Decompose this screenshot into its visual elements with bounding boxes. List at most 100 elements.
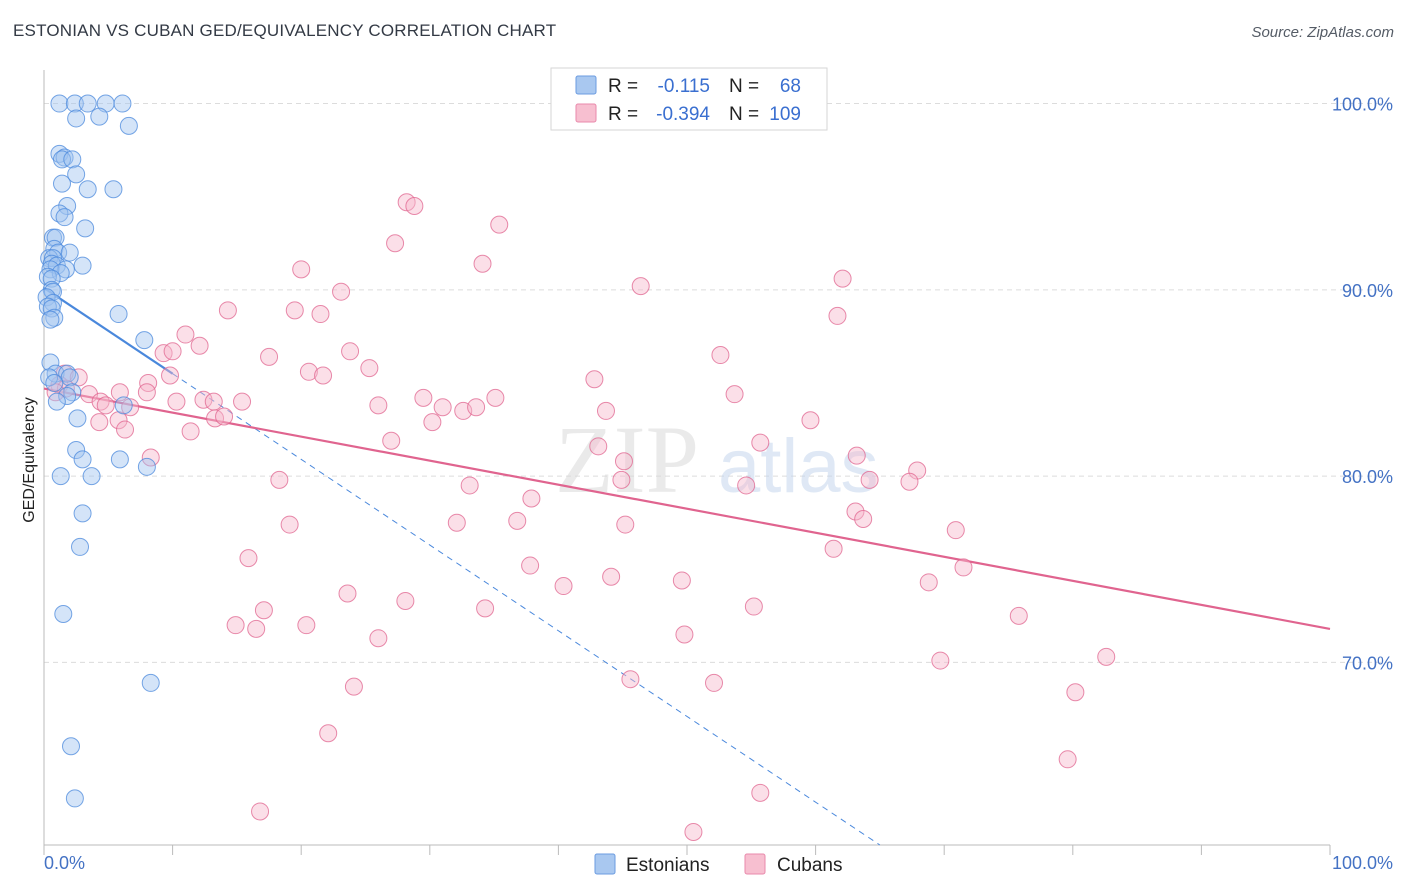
cuban-point <box>585 370 604 389</box>
estonian-point <box>51 467 70 486</box>
estonian-point <box>67 109 86 128</box>
cuban-point <box>751 433 770 452</box>
cuban-point <box>1058 750 1077 769</box>
cuban-point <box>1066 683 1085 702</box>
estonian-point <box>67 165 86 184</box>
cuban-point <box>621 670 640 689</box>
cuban-point <box>405 196 424 215</box>
cuban-trend-line <box>43 387 1331 630</box>
cuban-point <box>828 306 847 325</box>
legend-r-value-1: -0.115 <box>658 76 710 97</box>
cuban-point <box>744 597 763 616</box>
cuban-point <box>711 346 730 365</box>
estonian-point <box>110 450 129 469</box>
estonian-point <box>47 392 66 411</box>
legend-r-label-2: R = <box>608 104 638 125</box>
watermark: ZIP atlas <box>555 406 879 513</box>
legend-box <box>550 67 828 131</box>
cuban-point <box>233 392 252 411</box>
cuban-point <box>672 571 691 590</box>
cuban-point <box>167 392 186 411</box>
estonian-point <box>41 353 60 372</box>
cuban-point <box>386 234 405 253</box>
cuban-point <box>846 502 865 521</box>
cuban-point <box>314 366 333 385</box>
cuban-point <box>204 392 223 411</box>
estonian-trend-line <box>43 287 174 375</box>
cuban-point <box>332 282 351 301</box>
estonian-point <box>113 94 132 113</box>
cuban-point <box>614 452 633 471</box>
estonian-point <box>58 196 77 215</box>
legend-r-label-1: R = <box>608 76 638 97</box>
estonian-point <box>76 219 95 238</box>
estonian-point <box>73 504 92 523</box>
cuban-point <box>239 549 258 568</box>
estonian-point <box>40 368 59 387</box>
cuban-point <box>137 383 156 402</box>
y-tick-labels: 100.0% 90.0% 80.0% 70.0% <box>1332 95 1393 674</box>
bottom-legend-swatch-cubans <box>744 853 766 875</box>
cuban-point <box>631 277 650 296</box>
cuban-point <box>467 398 486 417</box>
estonian-point <box>55 208 74 227</box>
cuban-point <box>508 511 527 530</box>
cuban-point <box>433 398 452 417</box>
cuban-point <box>270 470 289 489</box>
cuban-point <box>297 616 316 635</box>
cuban-point <box>69 368 88 387</box>
cuban-point <box>737 476 756 495</box>
estonian-point <box>73 256 92 275</box>
legend-n-value-1: 68 <box>780 76 801 97</box>
estonian-point <box>78 180 97 199</box>
cuban-point <box>247 619 266 638</box>
cuban-point <box>521 556 540 575</box>
cuban-point <box>486 388 505 407</box>
estonian-point <box>41 310 60 329</box>
cuban-point <box>554 577 573 596</box>
legend-swatch-cubans <box>575 103 597 123</box>
legend-n-label-1: N = <box>729 76 759 97</box>
cuban-point <box>919 573 938 592</box>
cuban-point <box>414 388 433 407</box>
estonian-point <box>41 260 60 279</box>
cuban-point <box>954 558 973 577</box>
estonian-point <box>60 243 79 262</box>
cuban-point <box>338 584 357 603</box>
estonian-point <box>114 396 133 415</box>
cuban-point <box>139 373 158 392</box>
estonian-point <box>65 94 84 113</box>
estonian-point <box>104 180 123 199</box>
cuban-point <box>299 362 318 381</box>
estonian-point <box>60 368 79 387</box>
cuban-point <box>90 413 109 432</box>
cuban-point <box>1097 647 1116 666</box>
cuban-point <box>602 567 621 586</box>
cuban-point <box>833 269 852 288</box>
estonian-point <box>62 737 81 756</box>
cuban-point <box>341 342 360 361</box>
x-axis-ticks <box>43 845 1331 855</box>
cuban-point <box>900 472 919 491</box>
cuban-point <box>280 515 299 534</box>
grid-lines <box>44 103 1392 663</box>
estonian-point <box>82 467 101 486</box>
trend-lines <box>43 287 1331 846</box>
estonian-point <box>90 107 109 126</box>
legend-n-label-2: N = <box>729 104 759 125</box>
cuban-point <box>344 677 363 696</box>
estonian-point <box>53 150 72 169</box>
cuban-point <box>176 325 195 344</box>
correlation-legend: R = -0.115 N = 68 R = -0.394 N = 109 <box>550 67 828 131</box>
y-tick-label: 100.0% <box>1332 95 1393 115</box>
cuban-point <box>460 476 479 495</box>
watermark-atlas: atlas <box>718 424 879 509</box>
estonian-point <box>55 148 74 167</box>
estonian-trend-dashed <box>172 373 881 846</box>
cuban-point <box>121 398 140 417</box>
cuban-point <box>725 385 744 404</box>
cuban-point <box>854 509 873 528</box>
bottom-legend-cubans: Cubans <box>777 855 843 876</box>
estonian-point <box>68 409 87 428</box>
legend-r-value-2: -0.394 <box>656 104 710 125</box>
